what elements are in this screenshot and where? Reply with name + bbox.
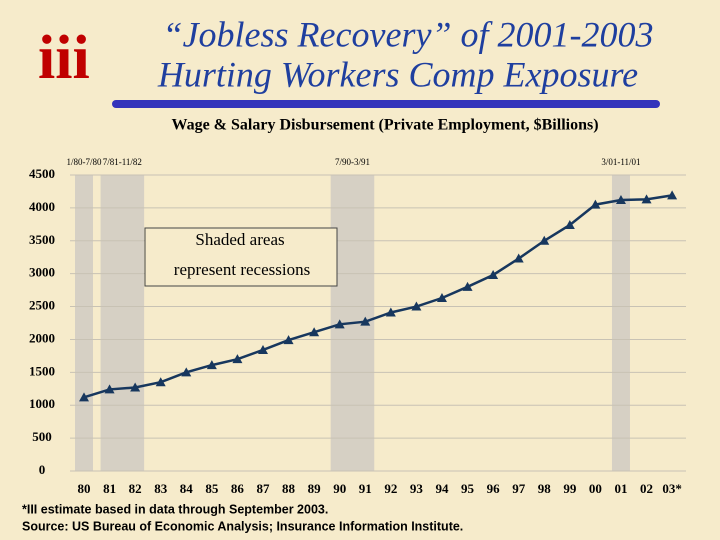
x-tick-label: 84 bbox=[180, 481, 194, 496]
recession-band bbox=[75, 175, 93, 471]
x-tick-label: 88 bbox=[282, 481, 296, 496]
data-point bbox=[79, 392, 89, 402]
data-point bbox=[385, 307, 396, 317]
y-tick-label: 4000 bbox=[29, 199, 55, 214]
data-point bbox=[104, 384, 115, 394]
annotation-box bbox=[144, 227, 338, 287]
x-tick-label: 01 bbox=[614, 481, 627, 496]
y-tick-label: 2000 bbox=[29, 330, 55, 345]
x-tick-label: 92 bbox=[384, 481, 397, 496]
chart-title: Hurting Workers Comp Exposure bbox=[157, 54, 638, 94]
y-tick-label: 2500 bbox=[29, 298, 55, 313]
x-tick-label: 87 bbox=[256, 481, 270, 496]
logo: iii bbox=[38, 24, 90, 92]
chart-subtitle: Wage & Salary Disbursement (Private Empl… bbox=[171, 117, 598, 134]
data-point bbox=[590, 199, 601, 209]
data-point bbox=[564, 219, 575, 229]
data-point bbox=[232, 354, 243, 364]
recession-label: 1/80-7/80 bbox=[67, 157, 102, 167]
data-line bbox=[83, 194, 673, 399]
data-point bbox=[411, 301, 422, 311]
data-point bbox=[130, 382, 141, 392]
x-tick-label: 85 bbox=[205, 481, 219, 496]
x-tick-label: 97 bbox=[512, 481, 526, 496]
y-tick-label: 3000 bbox=[29, 265, 55, 280]
data-point bbox=[615, 194, 626, 204]
data-point bbox=[334, 319, 345, 329]
chart-title: “Jobless Recovery” of 2001-2003 bbox=[163, 14, 654, 54]
x-tick-label: 90 bbox=[333, 481, 346, 496]
footnote: Source: US Bureau of Economic Analysis; … bbox=[22, 519, 463, 533]
y-tick-label: 1500 bbox=[29, 363, 55, 378]
x-tick-label: 81 bbox=[103, 481, 116, 496]
annotation: Shaded areas bbox=[195, 230, 284, 249]
data-point bbox=[155, 377, 166, 387]
data-point bbox=[309, 327, 320, 337]
x-tick-label: 94 bbox=[435, 481, 449, 496]
y-tick-label: 4500 bbox=[29, 166, 55, 181]
x-tick-label: 02 bbox=[640, 481, 653, 496]
recession-label: 3/01-11/01 bbox=[601, 157, 640, 167]
footnote: *III estimate based in data through Sept… bbox=[22, 502, 328, 516]
y-tick-label: 1000 bbox=[29, 396, 55, 411]
recession-band bbox=[100, 175, 145, 471]
data-point bbox=[283, 335, 294, 345]
x-tick-label: 99 bbox=[563, 481, 577, 496]
data-point bbox=[488, 269, 499, 279]
y-tick-label: 3500 bbox=[29, 232, 55, 247]
y-tick-label: 500 bbox=[32, 429, 52, 444]
data-point bbox=[667, 190, 678, 200]
x-tick-label: 86 bbox=[231, 481, 245, 496]
y-tick-label: 0 bbox=[39, 462, 46, 477]
data-point bbox=[641, 194, 652, 204]
x-tick-label: 83 bbox=[154, 481, 168, 496]
data-point bbox=[206, 360, 217, 370]
data-point bbox=[462, 281, 473, 291]
data-point bbox=[539, 235, 550, 245]
x-tick-label: 91 bbox=[359, 481, 372, 496]
x-tick-label: 89 bbox=[308, 481, 322, 496]
title-rule bbox=[112, 100, 660, 108]
x-tick-label: 03* bbox=[662, 481, 682, 496]
recession-label: 7/81-11/82 bbox=[103, 157, 142, 167]
x-tick-label: 93 bbox=[410, 481, 424, 496]
data-point bbox=[257, 344, 268, 354]
data-point bbox=[436, 293, 447, 303]
logo-mark: iii bbox=[38, 24, 90, 92]
x-tick-label: 00 bbox=[589, 481, 602, 496]
data-point bbox=[360, 316, 371, 326]
x-tick-label: 82 bbox=[129, 481, 142, 496]
recession-label: 7/90-3/91 bbox=[335, 157, 370, 167]
annotation: represent recessions bbox=[174, 260, 310, 279]
data-point bbox=[181, 367, 192, 377]
recession-band bbox=[611, 175, 630, 471]
x-tick-label: 98 bbox=[538, 481, 552, 496]
x-tick-label: 80 bbox=[78, 481, 91, 496]
data-point bbox=[513, 253, 524, 263]
x-tick-label: 95 bbox=[461, 481, 475, 496]
x-tick-label: 96 bbox=[487, 481, 501, 496]
